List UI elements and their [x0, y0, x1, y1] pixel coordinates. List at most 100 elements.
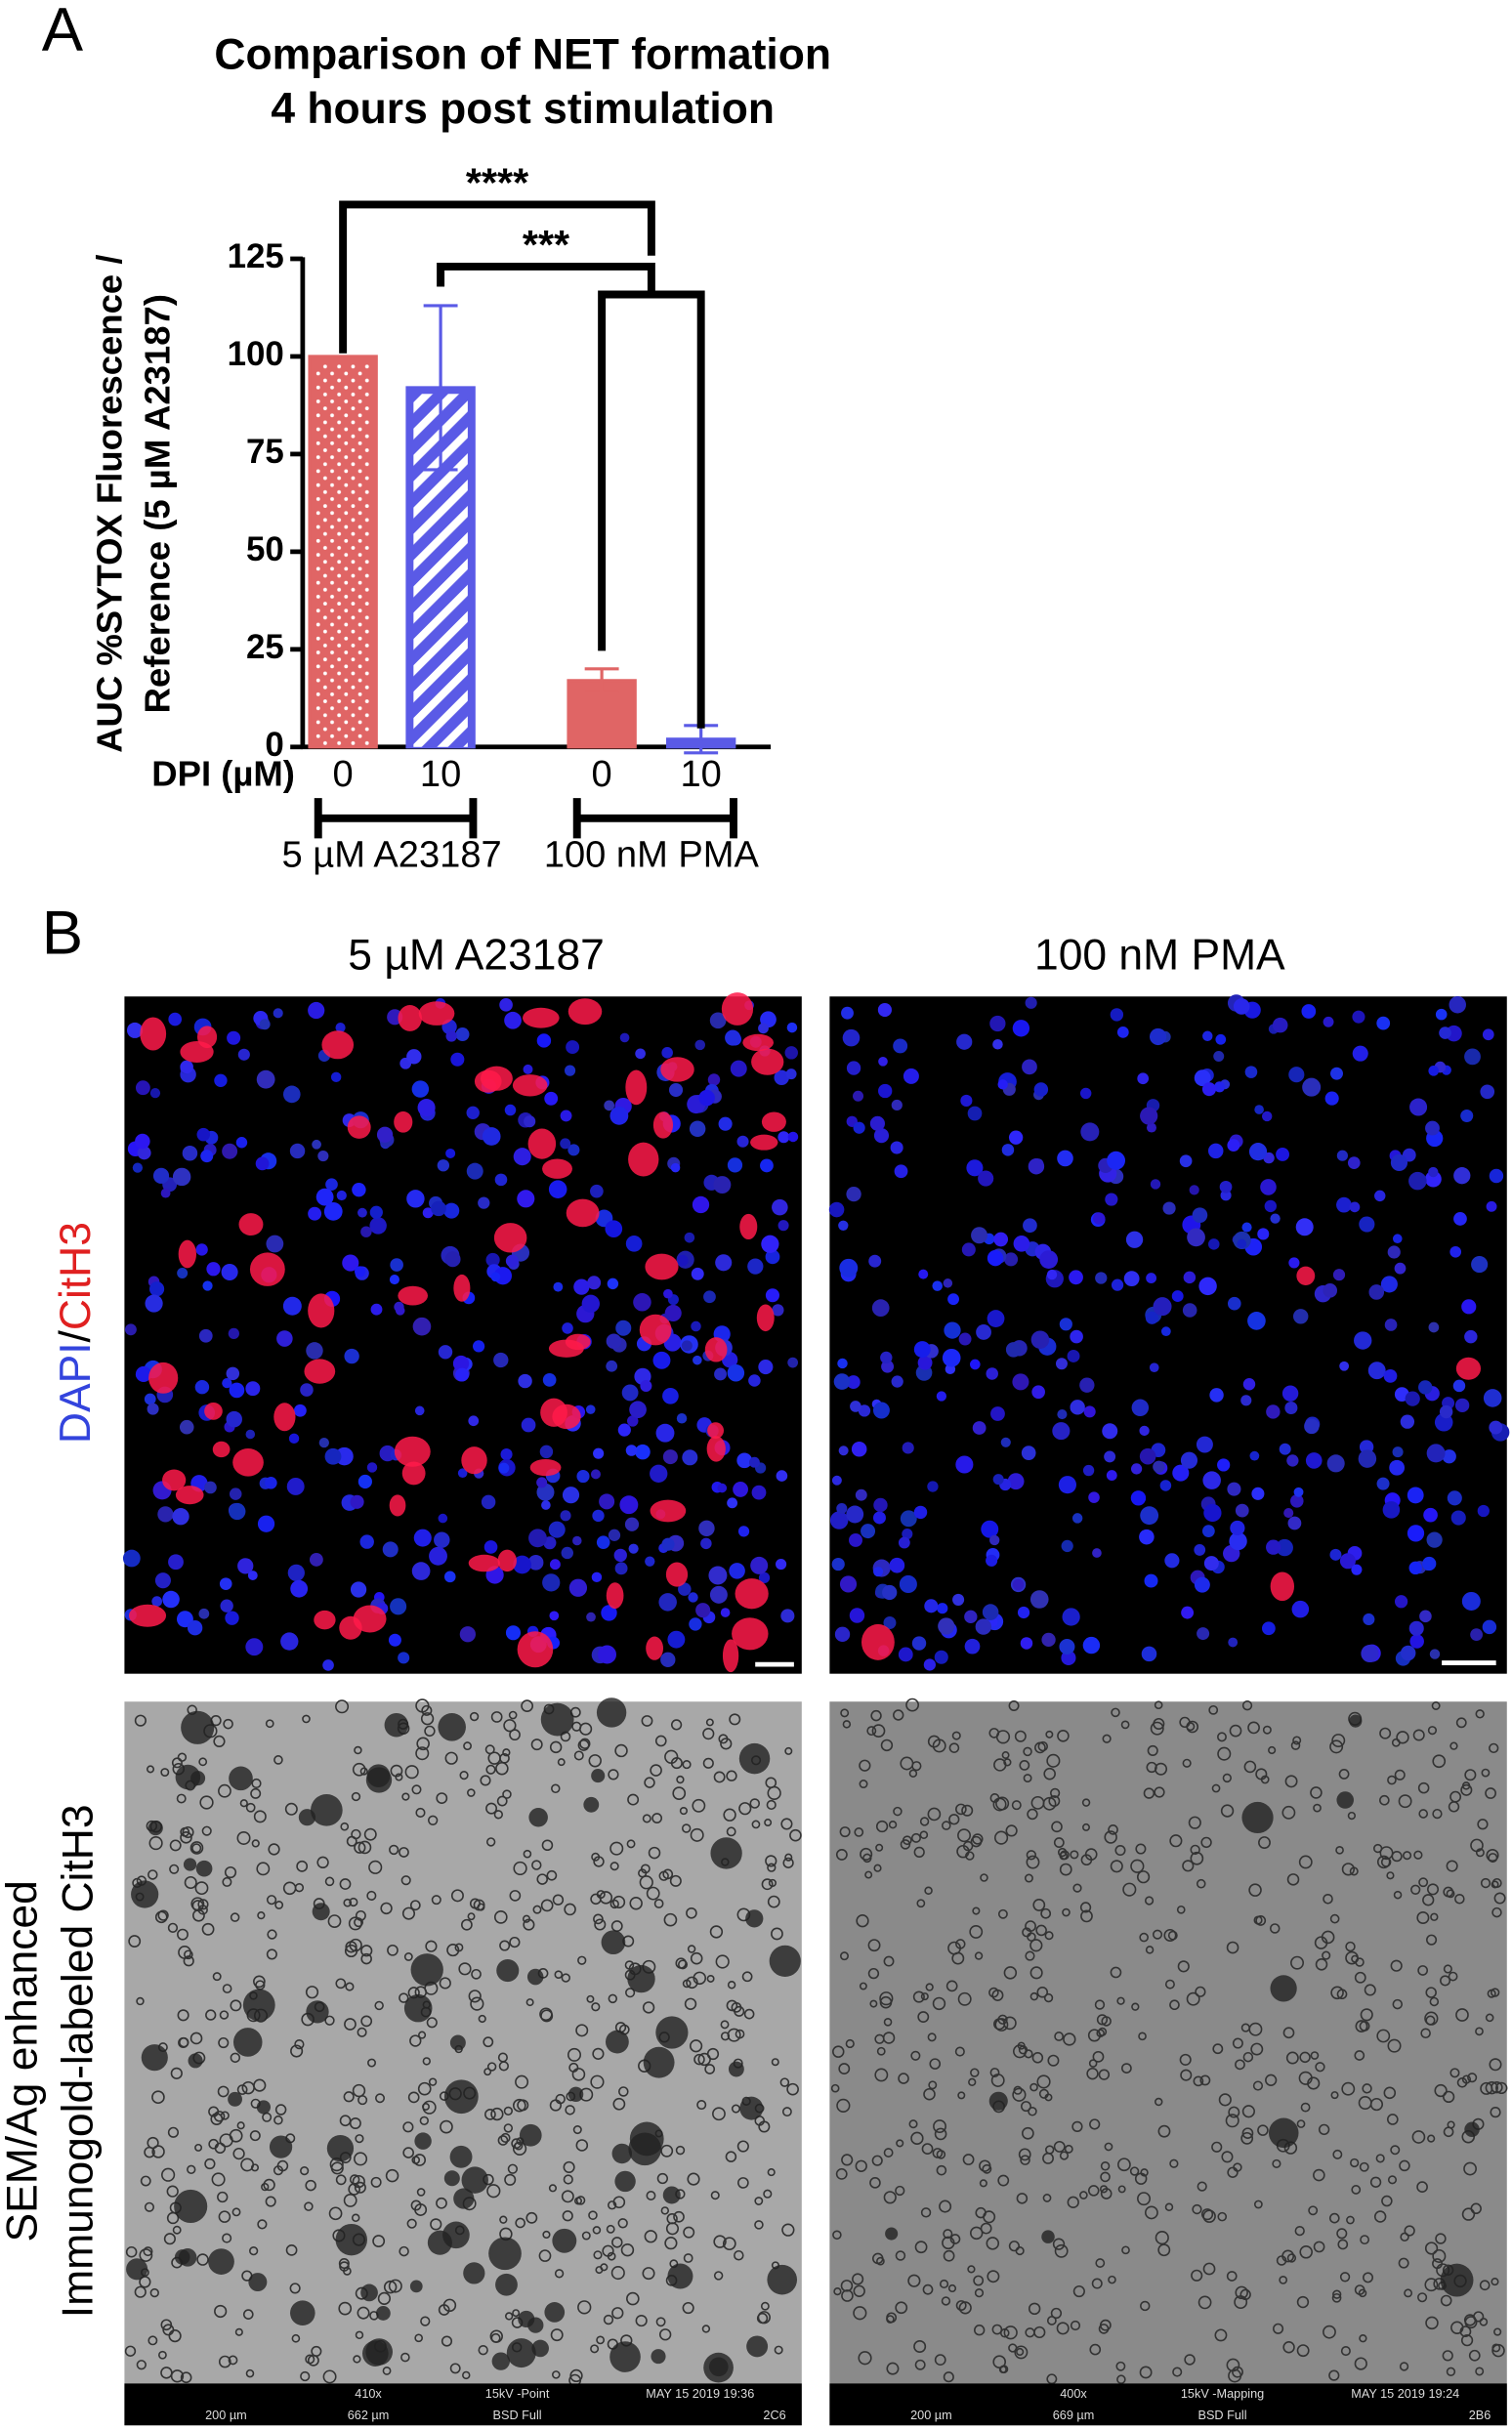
nucleus	[581, 1294, 600, 1314]
sem-cell	[1491, 1906, 1502, 1918]
sem-cluster	[745, 1909, 764, 1928]
sem-cell	[484, 2108, 496, 2120]
nucleus	[1153, 1460, 1165, 1474]
sem-cell	[929, 2058, 942, 2070]
nucleus	[459, 1626, 476, 1643]
sem-cell	[1481, 1768, 1491, 1778]
nucleus	[414, 1405, 425, 1416]
nucleus	[222, 1378, 232, 1389]
nucleus	[993, 1232, 1009, 1247]
sem-cell	[642, 2001, 655, 2014]
sem-cell	[359, 1767, 368, 1776]
sem-cell	[575, 2196, 586, 2205]
sem-cell	[956, 1844, 970, 1859]
sem-footer-text: 669 µm	[1053, 2409, 1095, 2422]
nucleus	[1283, 1508, 1294, 1519]
sem-cell	[1296, 2295, 1310, 2309]
sem-cell	[1022, 2126, 1034, 2140]
sem-footer-text: 2B6	[1469, 2409, 1491, 2422]
sem-cell	[588, 2210, 598, 2220]
nucleus	[235, 1137, 248, 1149]
sem-cell	[230, 1999, 242, 2012]
nucleus	[344, 1348, 359, 1364]
sem-cell	[1442, 2090, 1455, 2104]
nucleus	[521, 1417, 536, 1433]
sem-cell	[1050, 2307, 1063, 2320]
sem-cell	[1108, 2275, 1116, 2284]
nucleus	[761, 1235, 779, 1253]
nucleus	[505, 1625, 522, 1641]
sem-cluster	[739, 2096, 764, 2120]
significance-bracket	[437, 262, 655, 295]
sem-cell	[1116, 2374, 1126, 2384]
nucleus	[1179, 1154, 1193, 1168]
sem-cell	[875, 1820, 889, 1833]
sem-cell	[1211, 1783, 1221, 1793]
sem-cell	[697, 2052, 711, 2067]
citrullinated-cell	[232, 1448, 264, 1477]
nucleus	[406, 1190, 425, 1208]
sem-cell	[177, 1928, 189, 1941]
nucleus	[568, 1578, 588, 1597]
sem-cell	[411, 2156, 421, 2164]
nucleus	[382, 1541, 399, 1558]
sem-cell	[1418, 1809, 1429, 1819]
sem-cell	[224, 1865, 237, 1879]
nucleus	[1057, 1150, 1073, 1167]
nucleus	[765, 1249, 780, 1265]
sem-cell	[924, 1886, 933, 1896]
sem-cell	[1454, 1894, 1465, 1905]
citrullinated-cell	[418, 1001, 455, 1026]
sem-cell	[468, 1990, 482, 2003]
nucleus	[1137, 1072, 1150, 1085]
sem-cell	[1060, 1850, 1070, 1861]
nucleus	[605, 1220, 623, 1237]
nucleus	[713, 1176, 732, 1194]
nucleus	[882, 1584, 898, 1601]
sem-cell	[1350, 2158, 1360, 2168]
row-label-part: CitH3	[52, 1222, 100, 1330]
sem-cell	[504, 2173, 517, 2186]
sem-cell	[1387, 2175, 1398, 2185]
sem-cell	[948, 1814, 960, 1825]
sem-cell	[430, 2218, 442, 2231]
sem-cell	[1464, 2316, 1478, 2329]
nucleus	[717, 1483, 728, 1493]
sem-cell	[509, 1890, 522, 1902]
nucleus	[1266, 1404, 1281, 1419]
sem-cell	[1024, 1873, 1033, 1883]
citrullinated-cell	[567, 998, 603, 1026]
nucleus	[389, 1275, 399, 1285]
nucleus	[839, 1258, 859, 1278]
citrullinated-cell	[468, 1554, 500, 1572]
nucleus	[517, 1190, 535, 1208]
citrullinated-cell	[566, 1198, 600, 1228]
nucleus	[288, 1433, 300, 1445]
nucleus	[324, 1447, 342, 1465]
nucleus	[758, 1359, 774, 1375]
sem-cell	[421, 1704, 433, 1716]
sem-cell	[1360, 2008, 1373, 2022]
sem-cell	[1144, 2205, 1158, 2220]
nucleus	[1422, 1556, 1437, 1571]
nucleus	[1374, 1190, 1386, 1202]
sem-cell	[879, 1991, 894, 2006]
sem-cell	[1045, 1730, 1054, 1739]
sem-cell	[731, 2104, 740, 2114]
sem-cell	[125, 2245, 138, 2258]
sem-cell	[478, 2345, 488, 2356]
sem-cluster	[605, 2030, 629, 2054]
sem-cell	[1030, 1795, 1045, 1810]
sem-cell	[999, 2365, 1009, 2374]
sem-cell	[503, 2106, 514, 2116]
sem-cell	[1434, 2083, 1448, 2098]
sem-cell	[664, 1749, 679, 1764]
nucleus	[1140, 1107, 1158, 1125]
nucleus	[245, 1381, 261, 1397]
nucleus	[891, 1375, 903, 1388]
sem-cluster	[1041, 2230, 1055, 2243]
sem-cell	[1064, 2144, 1073, 2154]
nucleus	[1368, 1284, 1385, 1300]
sem-cell	[402, 2121, 414, 2133]
sem-cell	[411, 1784, 422, 1795]
